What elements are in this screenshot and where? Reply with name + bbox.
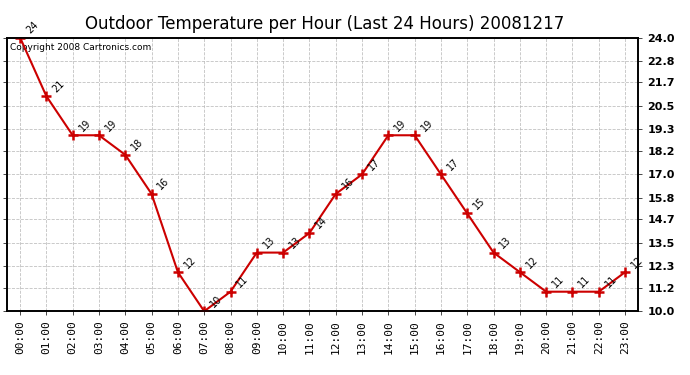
Text: 18: 18 [130,137,145,153]
Text: 19: 19 [393,117,408,133]
Text: 11: 11 [603,274,619,290]
Text: 16: 16 [340,176,355,192]
Text: 11: 11 [551,274,566,290]
Text: 15: 15 [471,195,487,211]
Text: 12: 12 [524,254,540,270]
Text: 14: 14 [313,215,329,231]
Text: 24: 24 [24,20,40,35]
Text: 19: 19 [103,117,119,133]
Text: 16: 16 [156,176,172,192]
Text: 10: 10 [208,293,224,309]
Text: 19: 19 [419,117,435,133]
Text: 13: 13 [287,235,303,250]
Text: 11: 11 [577,274,593,290]
Text: 19: 19 [77,117,92,133]
Text: 13: 13 [497,235,513,250]
Text: 12: 12 [182,254,198,270]
Text: Outdoor Temperature per Hour (Last 24 Hours) 20081217: Outdoor Temperature per Hour (Last 24 Ho… [85,15,564,33]
Text: 17: 17 [366,156,382,172]
Text: 21: 21 [50,78,66,94]
Text: 13: 13 [261,235,277,250]
Text: 12: 12 [629,254,645,270]
Text: 17: 17 [445,156,461,172]
Text: Copyright 2008 Cartronics.com: Copyright 2008 Cartronics.com [10,43,151,52]
Text: 11: 11 [235,274,250,290]
